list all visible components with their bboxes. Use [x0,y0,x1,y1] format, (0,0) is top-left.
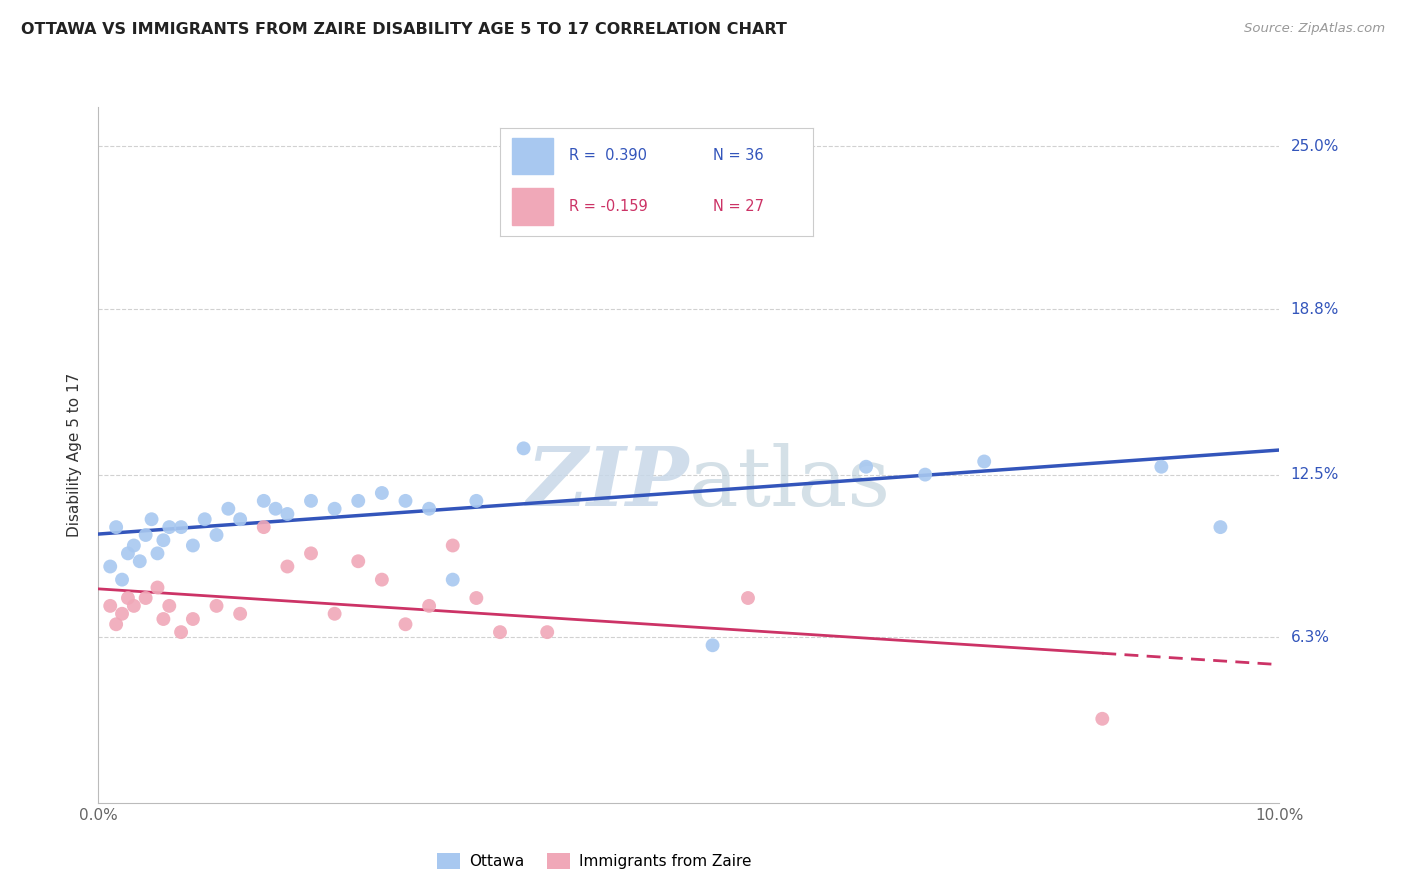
Point [323,501,346,516]
Point [418,599,440,613]
Point [181,612,204,626]
Text: OTTAWA VS IMMIGRANTS FROM ZAIRE DISABILITY AGE 5 TO 17 CORRELATION CHART: OTTAWA VS IMMIGRANTS FROM ZAIRE DISABILI… [21,22,787,37]
Point [1209,520,1232,534]
Text: Source: ZipAtlas.com: Source: ZipAtlas.com [1244,22,1385,36]
Point [205,528,228,542]
Text: 6.3%: 6.3% [1291,630,1330,645]
Point [973,454,995,468]
Point [914,467,936,482]
Point [465,591,488,605]
Point [253,520,276,534]
Point [157,520,180,534]
Text: atlas: atlas [689,442,891,523]
Point [181,539,204,553]
Point [128,554,150,568]
Point [347,554,370,568]
Text: 25.0%: 25.0% [1291,139,1339,154]
Point [371,486,394,500]
Point [299,494,322,508]
Point [253,494,276,508]
Point [276,559,298,574]
Point [1150,459,1173,474]
Point [323,607,346,621]
Point [146,546,169,560]
Point [122,599,145,613]
Point [98,559,121,574]
Point [170,625,193,640]
Point [205,599,228,613]
Point [276,507,298,521]
Point [117,546,139,560]
Point [135,591,157,605]
Text: ZIP: ZIP [526,442,689,523]
Point [512,442,534,456]
Point [1091,712,1114,726]
Point [441,539,464,553]
Point [98,599,121,613]
Text: 18.8%: 18.8% [1291,301,1339,317]
Point [152,533,174,548]
Point [441,573,464,587]
Point [465,494,488,508]
Point [394,617,416,632]
Point [117,591,139,605]
Point [855,459,877,474]
Point [229,512,252,526]
Point [229,607,252,621]
Point [347,494,370,508]
Text: 12.5%: 12.5% [1291,467,1339,482]
Point [105,617,128,632]
Point [146,581,169,595]
Point [489,625,512,640]
Point [217,501,239,516]
Point [619,218,641,232]
Point [111,607,134,621]
Point [418,501,440,516]
Point [371,573,394,587]
Point [111,573,134,587]
Point [264,501,287,516]
Point [194,512,217,526]
Point [105,520,128,534]
Point [170,520,193,534]
Point [157,599,180,613]
Legend: Ottawa, Immigrants from Zaire: Ottawa, Immigrants from Zaire [430,847,758,875]
Point [122,539,145,553]
Point [152,612,174,626]
Point [135,528,157,542]
Point [536,625,558,640]
Point [141,512,163,526]
Point [394,494,416,508]
Point [299,546,322,560]
Y-axis label: Disability Age 5 to 17: Disability Age 5 to 17 [67,373,83,537]
Point [737,591,759,605]
Point [702,638,724,652]
